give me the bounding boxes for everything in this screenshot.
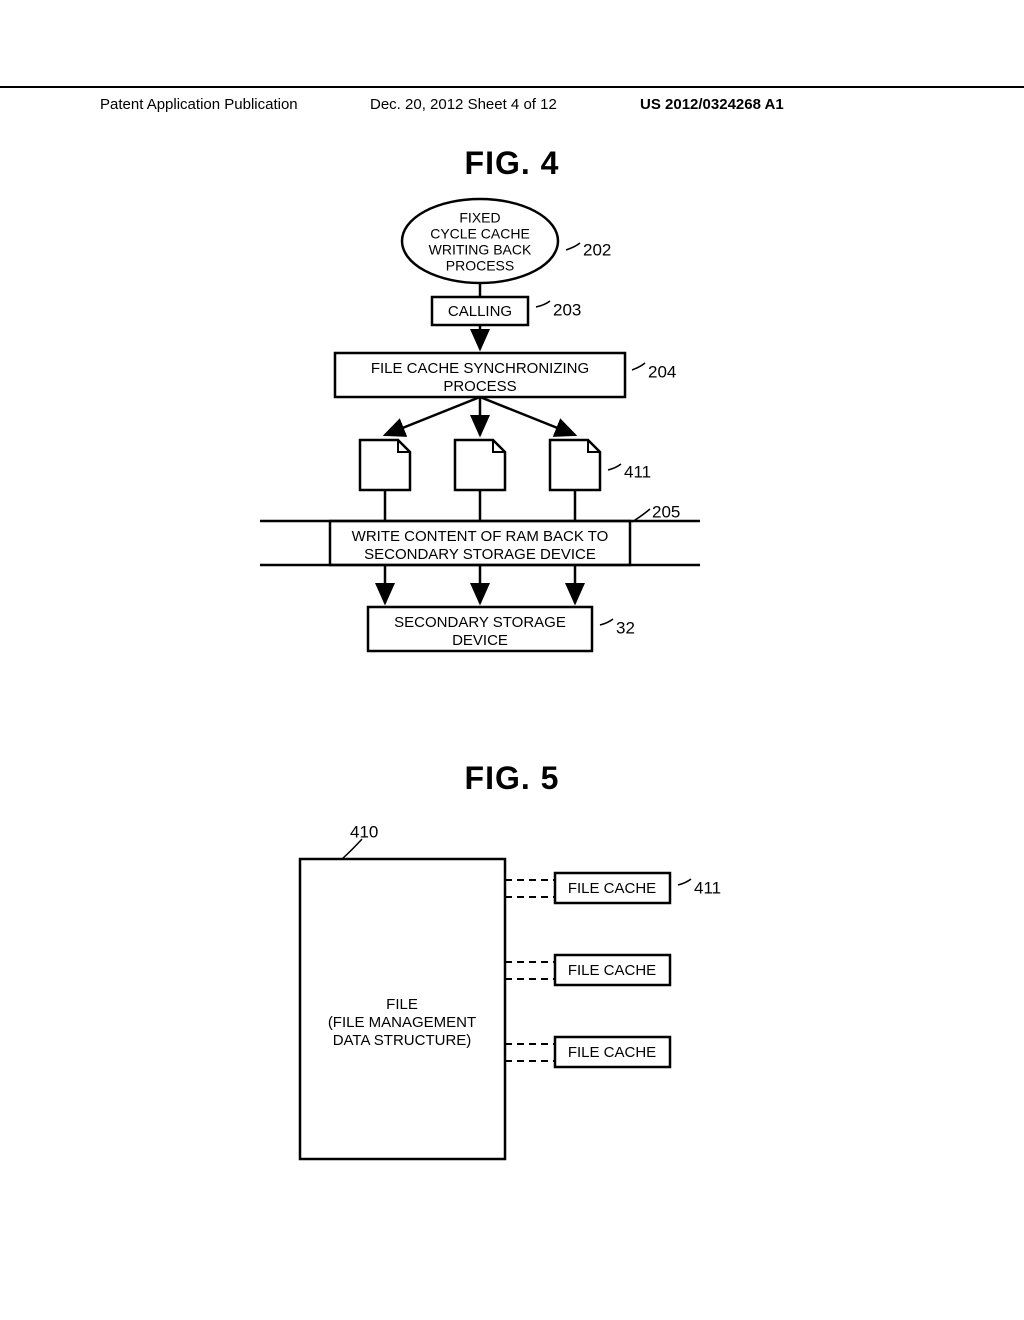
- ref-32: 32: [616, 618, 635, 637]
- ellipse-line4: PROCESS: [446, 258, 514, 274]
- ref-202: 202: [583, 240, 611, 259]
- cache-label-3: FILE CACHE: [568, 1044, 656, 1061]
- ref-203: 203: [553, 300, 581, 319]
- cache-doc-3: [550, 440, 600, 490]
- cache-label-1: FILE CACHE: [568, 880, 656, 897]
- ref-204-leader: [632, 363, 645, 370]
- cache-doc-2: [455, 440, 505, 490]
- ref-205: 205: [652, 502, 680, 521]
- ref-410: 410: [350, 822, 378, 841]
- write-line1: WRITE CONTENT OF RAM BACK TO: [352, 528, 609, 545]
- cache-doc-1: [360, 440, 410, 490]
- storage-line2: DEVICE: [452, 632, 508, 649]
- ellipse-line1: FIXED: [459, 210, 500, 226]
- ref-411-a: 411: [624, 462, 651, 481]
- fig5-title: FIG. 5: [0, 760, 1024, 797]
- main-line3: DATA STRUCTURE): [333, 1032, 472, 1049]
- sync-line2: PROCESS: [443, 378, 516, 395]
- ref-411b: 411: [694, 878, 721, 897]
- header-left: Patent Application Publication: [100, 96, 298, 113]
- header-center: Dec. 20, 2012 Sheet 4 of 12: [370, 96, 557, 113]
- ref-202-leader: [566, 243, 580, 250]
- fig4-title: FIG. 4: [0, 145, 1024, 182]
- ref-410-leader: [342, 839, 362, 859]
- calling-text: CALLING: [448, 303, 512, 320]
- arrow-sync-c3: [480, 397, 575, 435]
- main-line2: (FILE MANAGEMENT: [328, 1014, 476, 1031]
- ref-411b-leader: [678, 879, 691, 885]
- fig5-diagram: 410 FILE (FILE MANAGEMENT DATA STRUCTURE…: [260, 815, 770, 1195]
- storage-line1: SECONDARY STORAGE: [394, 614, 566, 631]
- ref-203-leader: [536, 301, 550, 307]
- main-line1: FILE: [386, 996, 418, 1013]
- sync-line1: FILE CACHE SYNCHRONIZING: [371, 360, 589, 377]
- ellipse-line2: CYCLE CACHE: [430, 226, 530, 242]
- ref-32-leader: [600, 619, 613, 625]
- header-right: US 2012/0324268 A1: [640, 96, 784, 113]
- arrow-sync-c1: [385, 397, 480, 435]
- ref-411-leader: [608, 464, 621, 470]
- ref-204: 204: [648, 362, 676, 381]
- fig4-diagram: FIXED CYCLE CACHE WRITING BACK PROCESS 2…: [200, 195, 824, 690]
- write-line2: SECONDARY STORAGE DEVICE: [364, 546, 596, 563]
- cache-label-2: FILE CACHE: [568, 962, 656, 979]
- ellipse-line3: WRITING BACK: [429, 242, 532, 258]
